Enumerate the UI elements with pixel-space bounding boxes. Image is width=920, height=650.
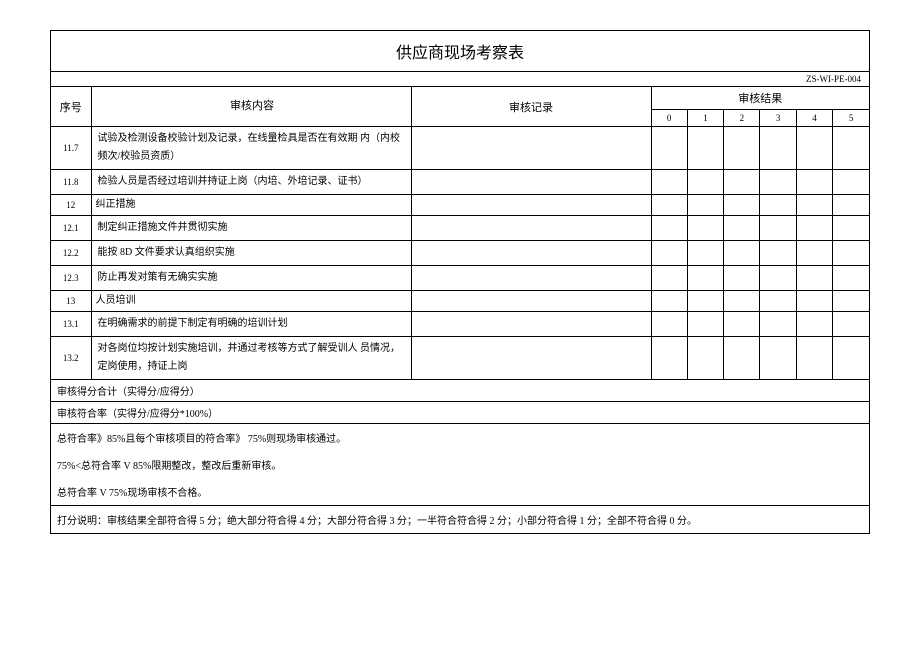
row-content: 制定纠正措施文件并贯彻实施 xyxy=(91,216,411,241)
row-seq: 12 xyxy=(51,195,91,216)
header-record: 审核记录 xyxy=(411,87,651,127)
header-score-5: 5 xyxy=(833,110,869,127)
footer-criteria-fail: 总符合率 V 75%现场审核不合格。 xyxy=(51,478,869,506)
header-result: 审核结果 xyxy=(651,87,869,110)
header-content: 审核内容 xyxy=(91,87,411,127)
table-row: 13.1 在明确需求的前提下制定有明确的培训计划 xyxy=(51,312,869,337)
table-row: 12.1 制定纠正措施文件并贯彻实施 xyxy=(51,216,869,241)
row-record xyxy=(411,127,651,170)
row-seq: 13 xyxy=(51,291,91,312)
document-container: 供应商现场考察表 ZS-WI-PE-004 序号 审核内容 审核记录 审核结果 … xyxy=(50,30,870,534)
table-row: 13 人员培训 xyxy=(51,291,869,312)
row-seq: 12.1 xyxy=(51,216,91,241)
row-seq: 12.3 xyxy=(51,266,91,291)
footer-criteria-rework: 75%<总符合率 V 85%限期整改，整改后重新审核。 xyxy=(51,451,869,478)
footer-scoring-guide: 打分说明：审核结果全部符合得 5 分；绝大部分符合得 4 分；大部分符合得 3 … xyxy=(51,506,869,534)
footer-row: 打分说明：审核结果全部符合得 5 分；绝大部分符合得 4 分；大部分符合得 3 … xyxy=(51,506,869,534)
footer-row: 总符合率 V 75%现场审核不合格。 xyxy=(51,478,869,506)
row-content: 在明确需求的前提下制定有明确的培训计划 xyxy=(91,312,411,337)
document-code: ZS-WI-PE-004 xyxy=(51,72,869,87)
row-content: 人员培训 xyxy=(91,291,411,312)
table-row: 11.8 检验人员是否经过培训并持证上岗（内培、外培记录、证书） xyxy=(51,170,869,195)
table-row: 12 纠正措施 xyxy=(51,195,869,216)
footer-row: 总符合率》85%且每个审核项目的符合率》 75%则现场审核通过。 xyxy=(51,424,869,452)
table-row: 13.2 对各岗位均按计划实施培训，并通过考核等方式了解受训人 员情况，定岗使用… xyxy=(51,337,869,380)
row-seq: 12.2 xyxy=(51,241,91,266)
footer-row: 审核得分合计（实得分/应得分） xyxy=(51,380,869,402)
header-score-3: 3 xyxy=(760,110,796,127)
header-score-1: 1 xyxy=(687,110,723,127)
table-row: 11.7 试验及检测设备校验计划及记录，在线量检具是否在有效期 内（内校频次/校… xyxy=(51,127,869,170)
row-content: 对各岗位均按计划实施培训，并通过考核等方式了解受训人 员情况，定岗使用，持证上岗 xyxy=(91,337,411,380)
header-score-0: 0 xyxy=(651,110,687,127)
footer-row: 75%<总符合率 V 85%限期整改，整改后重新审核。 xyxy=(51,451,869,478)
document-title: 供应商现场考察表 xyxy=(51,31,869,72)
header-score-4: 4 xyxy=(796,110,832,127)
row-content: 能按 8D 文件要求认真组织实施 xyxy=(91,241,411,266)
row-content: 防止再发对策有无确实实施 xyxy=(91,266,411,291)
table-row: 12.3 防止再发对策有无确实实施 xyxy=(51,266,869,291)
footer-row: 审核符合率（实得分/应得分*100%） xyxy=(51,402,869,424)
footer-criteria-pass: 总符合率》85%且每个审核项目的符合率》 75%则现场审核通过。 xyxy=(51,424,869,452)
footer-compliance-rate: 审核符合率（实得分/应得分*100%） xyxy=(51,402,869,424)
audit-table: 序号 审核内容 审核记录 审核结果 0 1 2 3 4 5 11.7 试验及检测… xyxy=(51,87,869,533)
header-score-2: 2 xyxy=(724,110,760,127)
footer-score-total: 审核得分合计（实得分/应得分） xyxy=(51,380,869,402)
row-seq: 11.7 xyxy=(51,127,91,170)
row-content: 纠正措施 xyxy=(91,195,411,216)
header-seq: 序号 xyxy=(51,87,91,127)
row-seq: 13.2 xyxy=(51,337,91,380)
row-content: 试验及检测设备校验计划及记录，在线量检具是否在有效期 内（内校频次/校验员资质） xyxy=(91,127,411,170)
table-row: 12.2 能按 8D 文件要求认真组织实施 xyxy=(51,241,869,266)
row-seq: 11.8 xyxy=(51,170,91,195)
row-seq: 13.1 xyxy=(51,312,91,337)
row-content: 检验人员是否经过培训并持证上岗（内培、外培记录、证书） xyxy=(91,170,411,195)
